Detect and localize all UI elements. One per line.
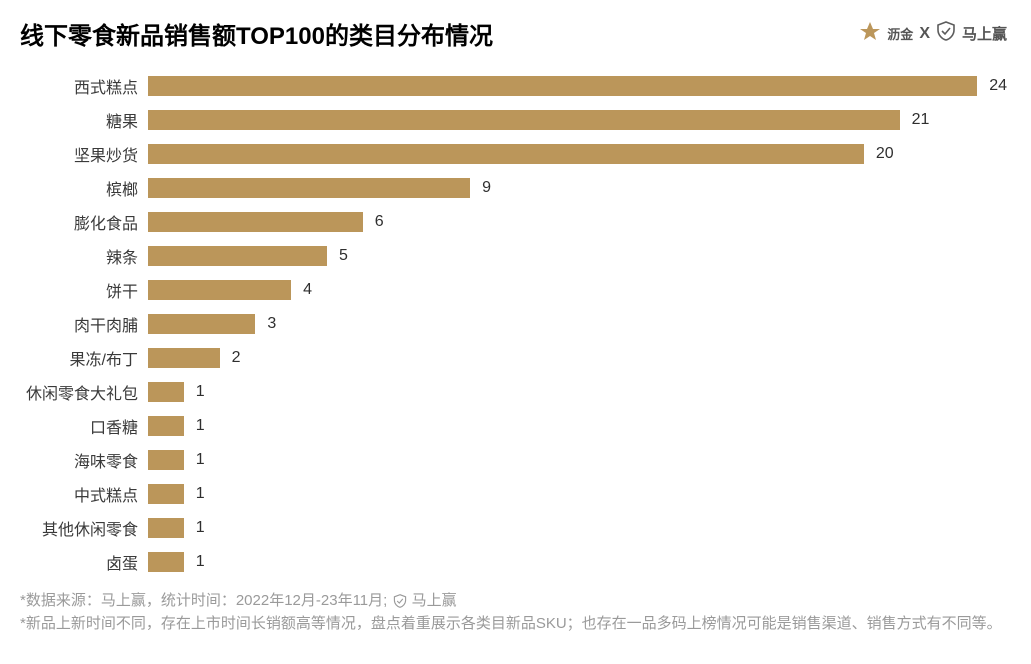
value-label: 21 bbox=[912, 111, 930, 129]
bar bbox=[148, 76, 977, 96]
bar bbox=[148, 382, 184, 402]
bar bbox=[148, 246, 327, 266]
brand-right-text: 马上赢 bbox=[962, 23, 1007, 44]
brand-left-icon bbox=[859, 20, 881, 47]
brand-separator: X bbox=[919, 25, 930, 43]
value-label: 3 bbox=[267, 315, 276, 333]
footnote-1-text: *数据来源：马上赢，统计时间：2022年12月-23年11月; bbox=[20, 592, 387, 609]
bar-row: 肉干肉脯 3 bbox=[20, 307, 1007, 341]
bar-track: 24 bbox=[148, 69, 1007, 103]
bar-row: 膨化食品 6 bbox=[20, 205, 1007, 239]
bar bbox=[148, 110, 900, 130]
bar-track: 1 bbox=[148, 477, 1007, 511]
category-label: 果冻/布丁 bbox=[20, 346, 148, 370]
category-label: 口香糖 bbox=[20, 414, 148, 438]
bar-row: 槟榔 9 bbox=[20, 171, 1007, 205]
chart-title: 线下零食新品销售额TOP100的类目分布情况 bbox=[20, 16, 493, 51]
bar bbox=[148, 518, 184, 538]
brand-left-text: 沥金 bbox=[887, 24, 913, 43]
bar-row: 其他休闲零食 1 bbox=[20, 511, 1007, 545]
category-label: 膨化食品 bbox=[20, 210, 148, 234]
footnote-line-2: *新品上新时间不同，存在上市时间长销额高等情况，盘点着重展示各类目新品SKU；也… bbox=[20, 612, 1007, 635]
category-label: 中式糕点 bbox=[20, 482, 148, 506]
value-label: 1 bbox=[196, 519, 205, 537]
bar-row: 卤蛋 1 bbox=[20, 545, 1007, 579]
bar bbox=[148, 280, 291, 300]
bar-row: 中式糕点 1 bbox=[20, 477, 1007, 511]
bar-track: 1 bbox=[148, 545, 1007, 579]
bar bbox=[148, 348, 220, 368]
bar-row: 坚果炒货 20 bbox=[20, 137, 1007, 171]
category-label: 海味零食 bbox=[20, 448, 148, 472]
footnote-shield-icon bbox=[393, 594, 407, 608]
bar-track: 1 bbox=[148, 511, 1007, 545]
chart-header: 线下零食新品销售额TOP100的类目分布情况 沥金 X 马上赢 bbox=[0, 0, 1031, 61]
bar-track: 6 bbox=[148, 205, 1007, 239]
value-label: 24 bbox=[989, 77, 1007, 95]
bar bbox=[148, 416, 184, 436]
bar-track: 20 bbox=[148, 137, 1007, 171]
value-label: 9 bbox=[482, 179, 491, 197]
value-label: 1 bbox=[196, 485, 205, 503]
value-label: 1 bbox=[196, 553, 205, 571]
category-label: 卤蛋 bbox=[20, 550, 148, 574]
category-label: 西式糕点 bbox=[20, 74, 148, 98]
category-label: 休闲零食大礼包 bbox=[20, 380, 148, 404]
bar bbox=[148, 314, 255, 334]
bar-row: 辣条 5 bbox=[20, 239, 1007, 273]
bar-row: 饼干 4 bbox=[20, 273, 1007, 307]
bar bbox=[148, 552, 184, 572]
bar-row: 休闲零食大礼包 1 bbox=[20, 375, 1007, 409]
header-logos: 沥金 X 马上赢 bbox=[859, 20, 1007, 47]
value-label: 2 bbox=[232, 349, 241, 367]
bar bbox=[148, 484, 184, 504]
bar-track: 9 bbox=[148, 171, 1007, 205]
bar-row: 果冻/布丁 2 bbox=[20, 341, 1007, 375]
value-label: 1 bbox=[196, 417, 205, 435]
category-label: 其他休闲零食 bbox=[20, 516, 148, 540]
category-label: 饼干 bbox=[20, 278, 148, 302]
bar-row: 口香糖 1 bbox=[20, 409, 1007, 443]
category-label: 坚果炒货 bbox=[20, 142, 148, 166]
value-label: 20 bbox=[876, 145, 894, 163]
bar bbox=[148, 212, 363, 232]
chart-footer: *数据来源：马上赢，统计时间：2022年12月-23年11月; 马上赢 *新品上… bbox=[0, 583, 1031, 636]
bar-row: 糖果 21 bbox=[20, 103, 1007, 137]
bar-track: 1 bbox=[148, 443, 1007, 477]
value-label: 1 bbox=[196, 383, 205, 401]
bar-track: 1 bbox=[148, 375, 1007, 409]
bar bbox=[148, 178, 470, 198]
bar-track: 2 bbox=[148, 341, 1007, 375]
footnote-line-1: *数据来源：马上赢，统计时间：2022年12月-23年11月; 马上赢 bbox=[20, 589, 1007, 612]
footnote-1-logo-text: 马上赢 bbox=[412, 592, 457, 609]
bar-row: 海味零食 1 bbox=[20, 443, 1007, 477]
bar-track: 5 bbox=[148, 239, 1007, 273]
bar bbox=[148, 144, 864, 164]
bar-track: 21 bbox=[148, 103, 1007, 137]
shield-icon bbox=[936, 21, 956, 46]
value-label: 5 bbox=[339, 247, 348, 265]
value-label: 6 bbox=[375, 213, 384, 231]
bar bbox=[148, 450, 184, 470]
category-label: 肉干肉脯 bbox=[20, 312, 148, 336]
category-label: 糖果 bbox=[20, 108, 148, 132]
value-label: 4 bbox=[303, 281, 312, 299]
bar-track: 4 bbox=[148, 273, 1007, 307]
bar-track: 3 bbox=[148, 307, 1007, 341]
value-label: 1 bbox=[196, 451, 205, 469]
bar-row: 西式糕点 24 bbox=[20, 69, 1007, 103]
category-label: 槟榔 bbox=[20, 176, 148, 200]
bar-track: 1 bbox=[148, 409, 1007, 443]
category-label: 辣条 bbox=[20, 244, 148, 268]
chart-area: 西式糕点24糖果21坚果炒货20槟榔9膨化食品6辣条5饼干4肉干肉脯3果冻/布丁… bbox=[0, 61, 1031, 583]
